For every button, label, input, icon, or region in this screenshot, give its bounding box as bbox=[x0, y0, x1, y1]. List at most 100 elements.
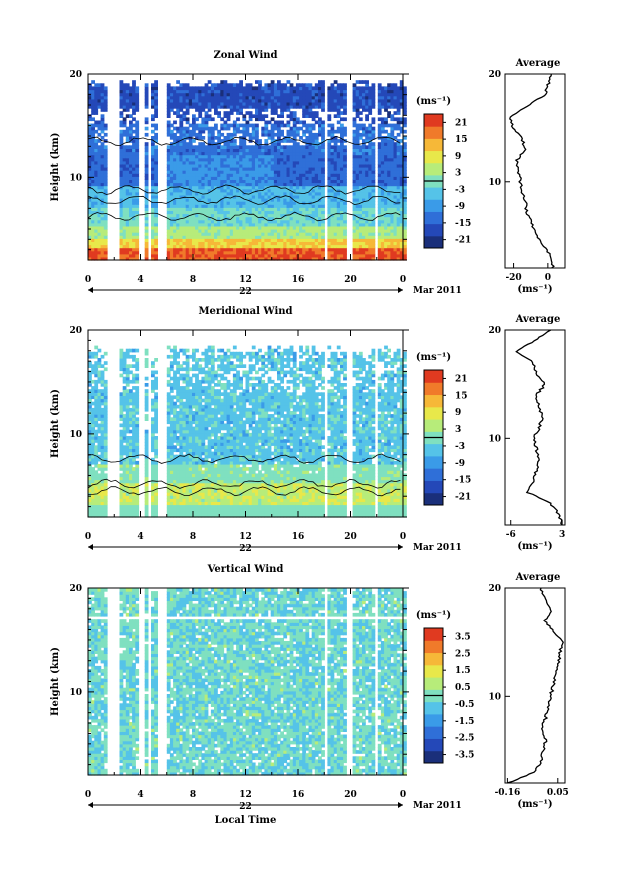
heatmap-cell bbox=[380, 219, 385, 224]
heatmap-cell bbox=[214, 89, 218, 94]
heatmap-cell bbox=[336, 157, 341, 162]
heatmap-cell bbox=[204, 256, 209, 261]
heatmap-cell bbox=[154, 244, 158, 249]
heatmap-cell bbox=[311, 170, 316, 174]
heatmap-cell bbox=[286, 95, 291, 100]
heatmap-cell bbox=[311, 210, 316, 215]
heatmap-cell bbox=[358, 182, 363, 187]
heatmap-cell bbox=[390, 142, 395, 146]
heatmap-cell bbox=[283, 89, 288, 94]
heatmap-cell bbox=[403, 194, 407, 199]
heatmap-cell bbox=[223, 247, 228, 252]
heatmap-cell bbox=[185, 194, 190, 199]
heatmap-cell bbox=[352, 92, 357, 97]
heatmap-cell bbox=[330, 179, 335, 184]
heatmap-cell bbox=[390, 98, 395, 103]
heatmap-cell bbox=[226, 176, 231, 180]
heatmap-cell bbox=[239, 160, 243, 165]
heatmap-cell bbox=[100, 417, 105, 421]
heatmap-cell bbox=[267, 101, 272, 106]
heatmap-cell bbox=[103, 451, 108, 456]
heatmap-cell bbox=[314, 83, 319, 87]
heatmap-cell bbox=[173, 225, 177, 230]
heatmap-cell bbox=[393, 126, 398, 131]
heatmap-cell bbox=[340, 132, 344, 137]
heatmap-cell bbox=[151, 191, 155, 196]
heatmap-cell bbox=[371, 191, 376, 196]
heatmap-cell bbox=[239, 194, 243, 199]
heatmap-cell bbox=[182, 250, 187, 255]
heatmap-cell bbox=[97, 194, 102, 199]
heatmap-cell bbox=[195, 163, 199, 168]
heatmap-cell bbox=[308, 225, 313, 230]
heatmap-cell bbox=[362, 210, 366, 215]
heatmap-cell bbox=[179, 238, 184, 242]
heatmap-cell bbox=[258, 219, 262, 224]
heatmap-cell bbox=[380, 167, 385, 171]
heatmap-cell bbox=[103, 454, 108, 459]
heatmap-cell bbox=[169, 244, 174, 249]
heatmap-cell bbox=[144, 216, 149, 221]
heatmap-cell bbox=[308, 244, 313, 249]
heatmap-cell bbox=[229, 232, 234, 236]
heatmap-cell bbox=[299, 225, 303, 230]
heatmap-cell bbox=[295, 120, 300, 125]
heatmap-cell bbox=[283, 86, 288, 91]
heatmap-cell bbox=[289, 229, 294, 233]
heatmap-cell bbox=[308, 210, 313, 215]
heatmap-cell bbox=[122, 176, 127, 180]
heatmap-cell bbox=[169, 210, 174, 215]
heatmap-cell bbox=[330, 86, 335, 91]
heatmap-cell bbox=[393, 123, 398, 128]
heatmap-cell bbox=[135, 216, 140, 221]
heatmap-cell bbox=[91, 370, 95, 375]
heatmap-cell bbox=[302, 167, 306, 171]
heatmap-cell bbox=[318, 101, 322, 106]
heatmap-cell bbox=[201, 167, 206, 171]
heatmap-cell bbox=[192, 179, 196, 184]
heatmap-cell bbox=[362, 160, 366, 165]
heatmap-cell bbox=[91, 354, 95, 359]
heatmap-cell bbox=[239, 182, 243, 187]
heatmap-cell bbox=[103, 157, 108, 162]
heatmap-cell bbox=[270, 198, 275, 202]
heatmap-cell bbox=[169, 213, 174, 218]
heatmap-cell bbox=[299, 241, 303, 246]
heatmap-cell bbox=[314, 191, 319, 196]
heatmap-cell bbox=[321, 160, 325, 165]
heatmap-cell bbox=[232, 247, 237, 252]
heatmap-cell bbox=[384, 139, 388, 143]
heatmap-cell bbox=[226, 210, 231, 215]
heatmap-cell bbox=[270, 123, 275, 128]
heatmap-cell bbox=[119, 495, 124, 499]
heatmap-cell bbox=[355, 98, 360, 103]
heatmap-cell bbox=[380, 89, 385, 94]
heatmap-cell bbox=[239, 142, 243, 146]
heatmap-cell bbox=[103, 510, 108, 515]
heatmap-cell bbox=[217, 136, 221, 140]
heatmap-cell bbox=[198, 253, 203, 258]
heatmap-cell bbox=[277, 170, 281, 174]
heatmap-cell bbox=[166, 238, 171, 242]
heatmap-cell bbox=[182, 136, 187, 140]
heatmap-cell bbox=[217, 101, 221, 106]
heatmap-cell bbox=[94, 414, 99, 418]
heatmap-cell bbox=[132, 117, 136, 122]
heatmap-cell bbox=[119, 151, 124, 156]
heatmap-cell bbox=[94, 229, 99, 233]
heatmap-cell bbox=[340, 247, 344, 252]
heatmap-cell bbox=[97, 244, 102, 249]
heatmap-cell bbox=[365, 222, 369, 227]
heatmap-cell bbox=[390, 151, 395, 156]
heatmap-cell bbox=[122, 151, 127, 156]
heatmap-cell bbox=[270, 185, 275, 190]
heatmap-cell bbox=[387, 194, 391, 199]
heatmap-cell bbox=[299, 185, 303, 190]
heatmap-cell bbox=[144, 176, 149, 180]
heatmap-cell bbox=[132, 89, 136, 94]
heatmap-cell bbox=[289, 235, 294, 239]
heatmap-cell bbox=[267, 219, 272, 224]
heatmap-cell bbox=[292, 98, 297, 103]
heatmap-cell bbox=[365, 154, 369, 159]
heatmap-cell bbox=[192, 182, 196, 187]
